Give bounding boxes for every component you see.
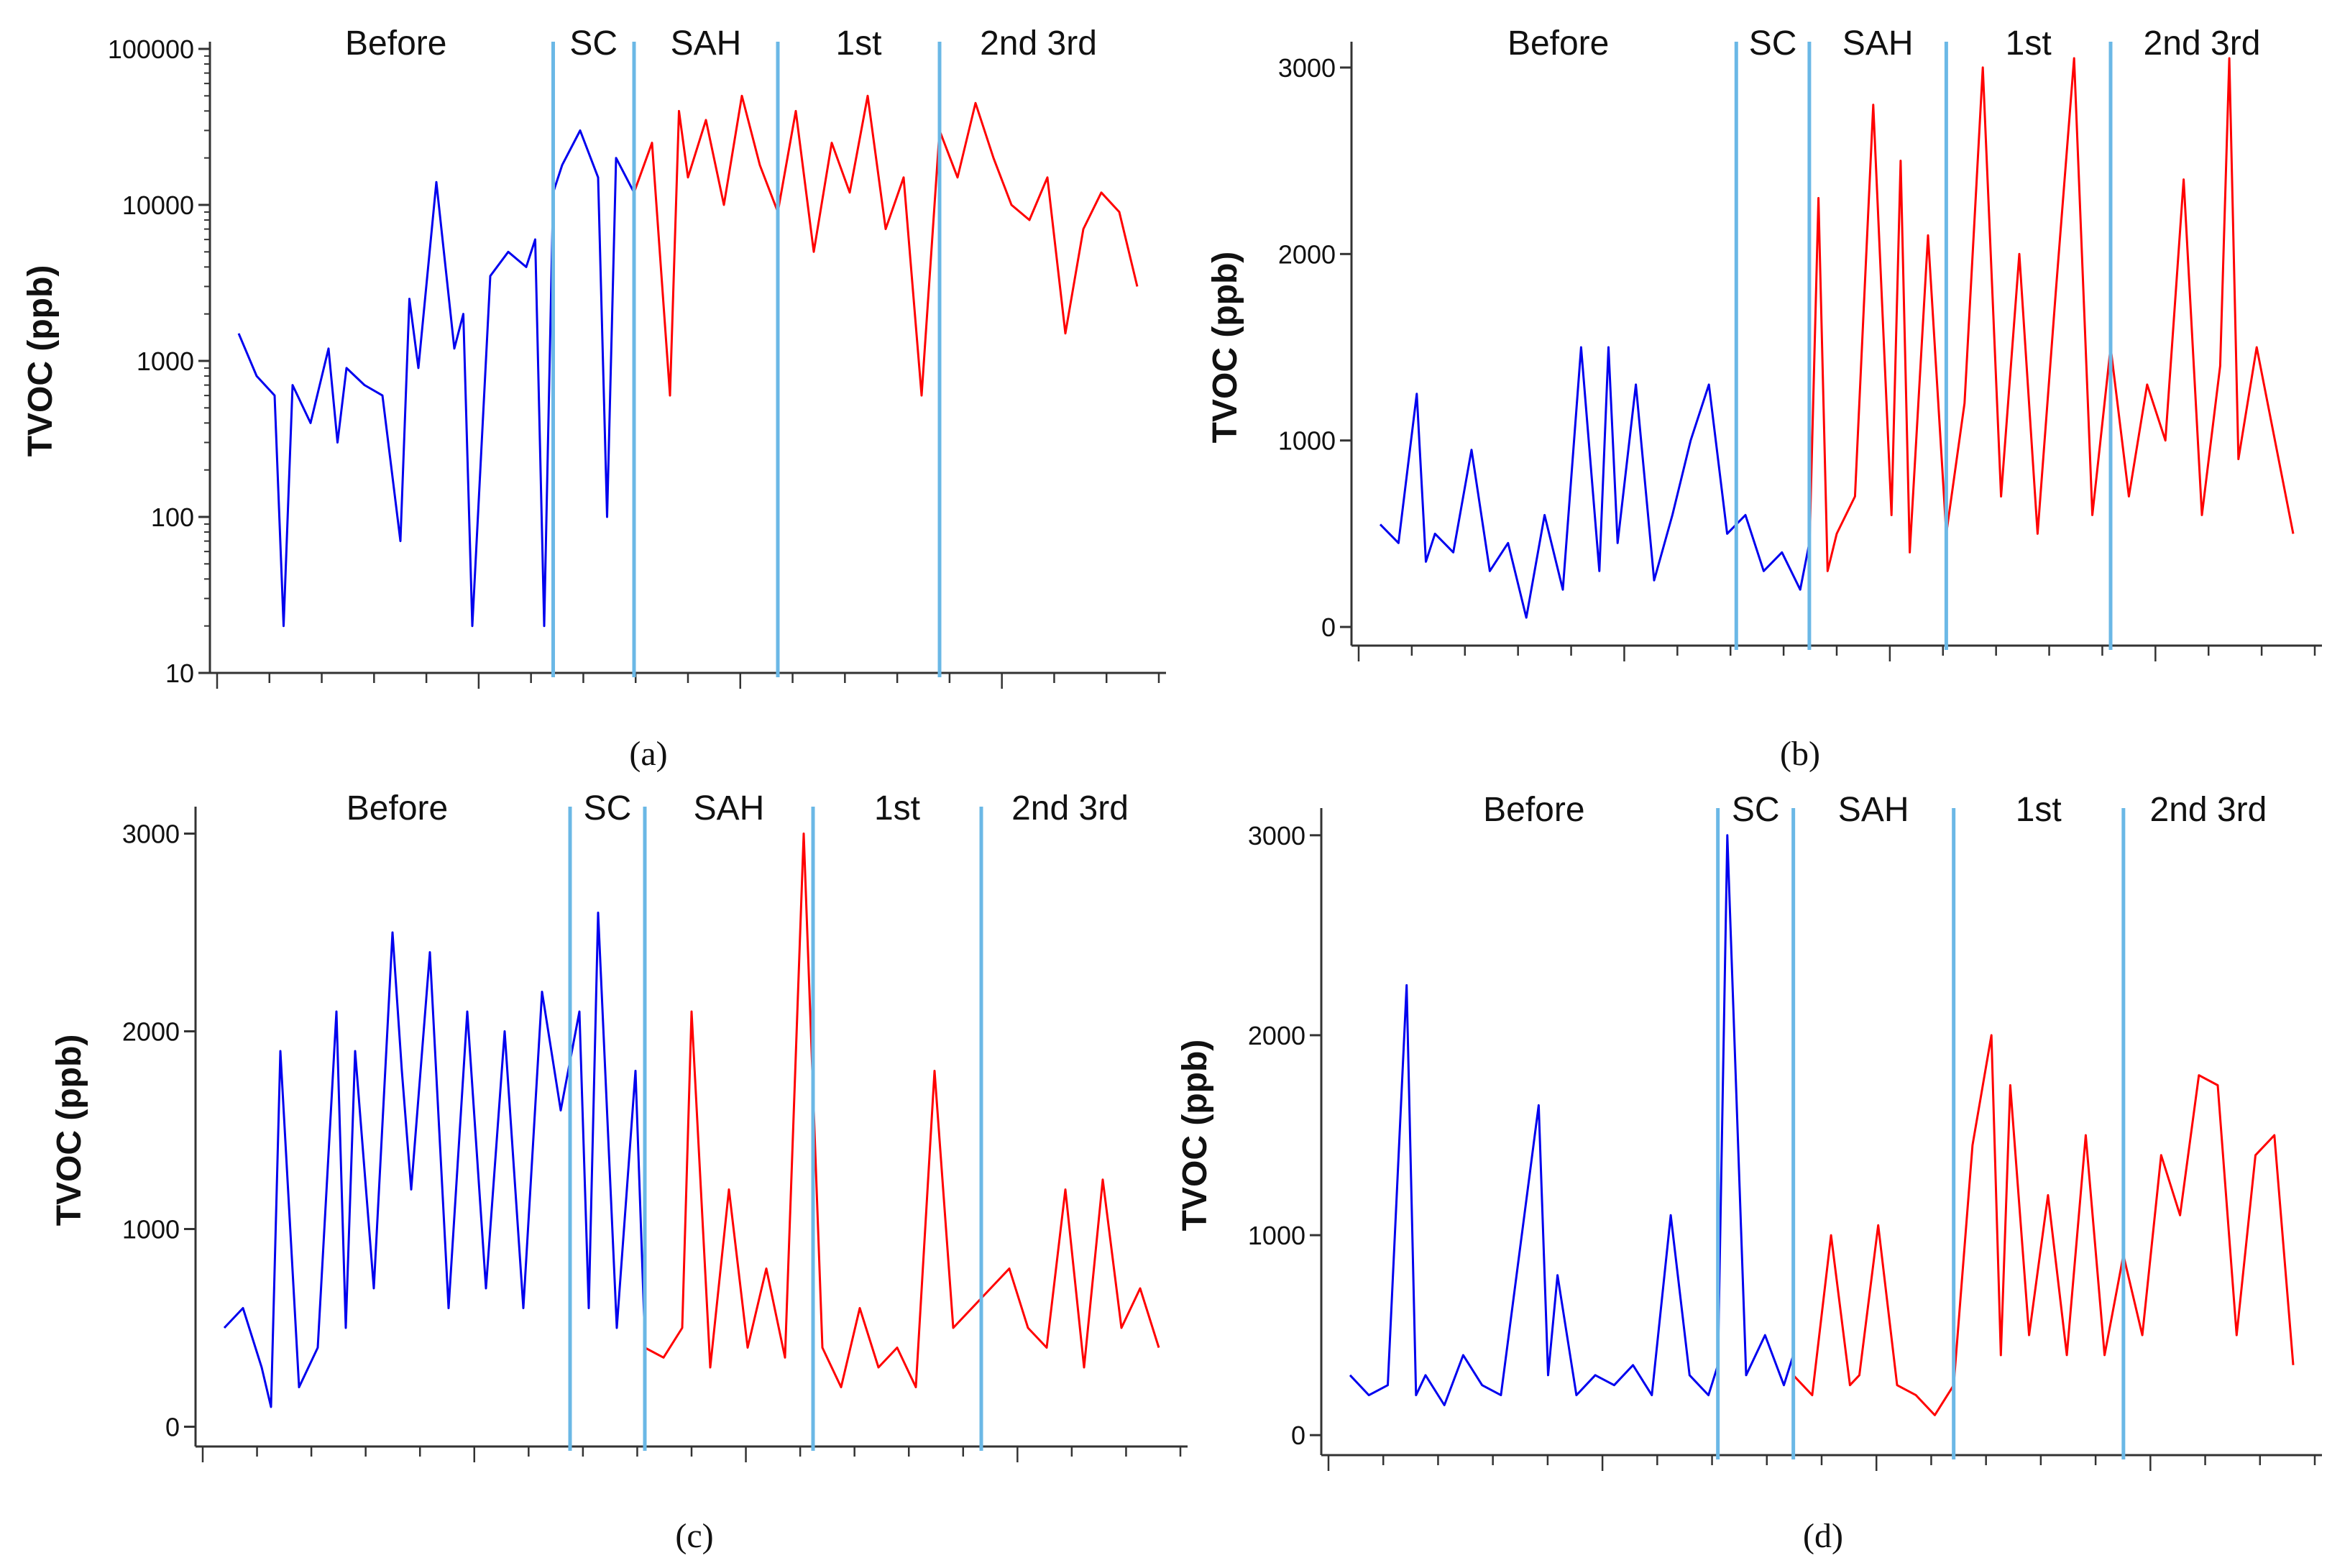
phase-label: SC bbox=[1749, 24, 1797, 63]
y-tick-label: 10000 bbox=[122, 191, 194, 220]
phase-label: 1st bbox=[874, 789, 920, 827]
y-tick-label: 100 bbox=[151, 503, 194, 532]
phase-label: SAH bbox=[1838, 791, 1909, 829]
y-tick-label: 2000 bbox=[1248, 1021, 1305, 1050]
panel-caption: (c) bbox=[675, 1517, 713, 1555]
y-axis-label: TVOC (ppb) bbox=[1176, 1040, 1214, 1232]
y-tick-label: 100000 bbox=[108, 35, 194, 64]
y-tick-label: 3000 bbox=[1248, 821, 1305, 851]
chart-panel: 10 100 1000 10000 100000 TVOC (ppb) Before SC SA… bbox=[22, 24, 1166, 773]
y-tick-label: 1000 bbox=[137, 347, 194, 376]
phase-label: 2nd 3rd bbox=[2144, 24, 2261, 63]
chart-panel: 0 1000 2000 3000 TVOC (ppb) Before SC SAH 1st 2nd… bbox=[1176, 791, 2322, 1555]
series-line-after bbox=[1792, 1034, 2295, 1416]
panel-caption: (b) bbox=[1780, 735, 1820, 773]
y-axis-label: TVOC (ppb) bbox=[50, 1035, 88, 1227]
phase-label: SC bbox=[569, 24, 618, 63]
phase-label: SC bbox=[1732, 791, 1780, 829]
series-line-before bbox=[1379, 346, 1811, 619]
y-tick-label: 0 bbox=[165, 1413, 180, 1442]
phase-label: Before bbox=[1507, 24, 1609, 63]
y-tick-label: 1000 bbox=[1248, 1221, 1305, 1250]
chart-panel: 0 1000 2000 3000 TVOC (ppb) Before SC SAH 1st 2nd… bbox=[50, 789, 1188, 1555]
y-tick-label: 1000 bbox=[122, 1215, 180, 1244]
chart-panel: 0 1000 2000 3000 TVOC (ppb) Before SC SAH 1st 2nd… bbox=[1206, 24, 2322, 773]
phase-label: 1st bbox=[835, 24, 881, 63]
series-line-after bbox=[644, 833, 1160, 1388]
y-tick-label: 2000 bbox=[122, 1017, 180, 1047]
phase-label: Before bbox=[345, 24, 446, 63]
phase-label: 2nd 3rd bbox=[980, 24, 1097, 63]
y-tick-label: 1000 bbox=[1278, 426, 1336, 456]
y-tick-label: 0 bbox=[1291, 1421, 1305, 1450]
phase-label: 1st bbox=[2016, 791, 2062, 829]
y-axis-label: TVOC (ppb) bbox=[1206, 252, 1244, 444]
series-line-after bbox=[633, 94, 1139, 397]
phase-label: 2nd 3rd bbox=[2150, 791, 2267, 829]
series-line-before bbox=[1349, 834, 1795, 1406]
phase-label: SAH bbox=[694, 789, 765, 827]
y-tick-label: 0 bbox=[1321, 613, 1336, 642]
series-line-after bbox=[1808, 57, 2295, 572]
y-tick-label: 3000 bbox=[1278, 53, 1336, 83]
y-tick-label: 2000 bbox=[1278, 239, 1336, 269]
phase-label: SAH bbox=[1842, 24, 1914, 63]
y-tick-label: 3000 bbox=[122, 820, 180, 849]
y-tick-label: 10 bbox=[165, 659, 194, 688]
panel-caption: (d) bbox=[1803, 1517, 1843, 1555]
y-axis-label: TVOC (ppb) bbox=[22, 265, 60, 457]
series-line-before bbox=[237, 129, 635, 628]
phase-label: 1st bbox=[2006, 24, 2052, 63]
phase-label: SC bbox=[584, 789, 632, 827]
panel-caption: (a) bbox=[629, 735, 667, 773]
phase-label: Before bbox=[1483, 791, 1584, 829]
phase-label: 2nd 3rd bbox=[1011, 789, 1129, 827]
series-line-before bbox=[223, 912, 646, 1408]
phase-label: SAH bbox=[671, 24, 742, 63]
phase-label: Before bbox=[346, 789, 448, 827]
